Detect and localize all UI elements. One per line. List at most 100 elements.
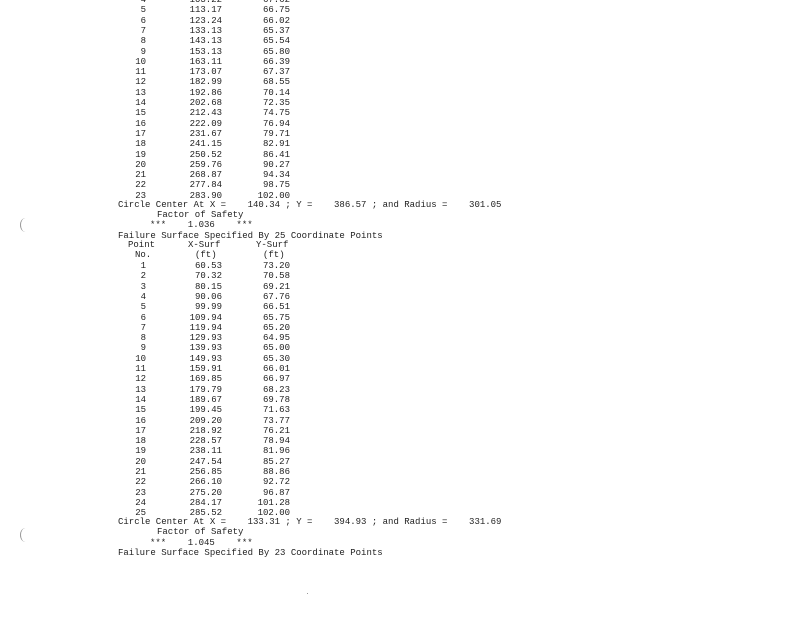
y-surf: 76.94 bbox=[262, 118, 290, 129]
factor-of-safety-value-1: *** 1.036 *** bbox=[150, 220, 253, 230]
y-surf: 101.28 bbox=[257, 497, 290, 508]
x-surf: 222.09 bbox=[189, 118, 222, 129]
x-surf: 163.11 bbox=[189, 56, 222, 67]
x-surf: 284.17 bbox=[189, 497, 222, 508]
x-surf: 199.45 bbox=[189, 405, 222, 416]
y-surf: 96.87 bbox=[262, 487, 290, 498]
y-surf: 79.71 bbox=[262, 128, 290, 139]
y-surf: 66.02 bbox=[262, 15, 290, 26]
x-surf: 153.13 bbox=[189, 46, 222, 57]
y-surf: 65.80 bbox=[262, 46, 290, 57]
x-surf: 256.85 bbox=[189, 467, 222, 477]
header-x-surf: X-Surf bbox=[188, 240, 221, 250]
x-surf: 189.67 bbox=[189, 394, 222, 405]
point-no: 12 bbox=[135, 374, 146, 385]
y-surf: 70.14 bbox=[262, 87, 290, 98]
x-surf: 133.13 bbox=[189, 25, 222, 36]
x-surf: 139.93 bbox=[189, 343, 222, 354]
point-no: 7 bbox=[140, 25, 146, 36]
point-no: 17 bbox=[135, 425, 146, 436]
point-no: 18 bbox=[135, 139, 146, 150]
circle-center-1: Circle Center At X = 140.34 ; Y = 386.57… bbox=[118, 200, 502, 210]
point-no: 8 bbox=[140, 36, 146, 47]
y-surf: 65.20 bbox=[262, 322, 290, 333]
y-surf: 88.86 bbox=[262, 467, 290, 477]
x-surf: 129.93 bbox=[189, 333, 222, 344]
x-surf: 113.17 bbox=[189, 5, 222, 16]
x-surf: 202.68 bbox=[189, 98, 222, 108]
x-surf: 250.52 bbox=[189, 149, 222, 160]
point-no: 6 bbox=[140, 15, 146, 26]
point-no: 20 bbox=[135, 456, 146, 467]
x-surf: 268.87 bbox=[189, 170, 222, 181]
factor-of-safety-label-2: Factor of Safety bbox=[157, 527, 244, 537]
point-no: 21 bbox=[135, 170, 146, 181]
x-surf: 247.54 bbox=[189, 456, 222, 467]
x-surf: 173.07 bbox=[189, 67, 222, 78]
x-surf: 285.52 bbox=[189, 508, 222, 519]
y-surf: 68.55 bbox=[262, 77, 290, 88]
point-no: 13 bbox=[135, 384, 146, 395]
point-no: 21 bbox=[135, 467, 146, 477]
y-surf: 66.97 bbox=[262, 374, 290, 385]
point-no: 7 bbox=[140, 322, 146, 333]
y-surf: 69.78 bbox=[262, 394, 290, 405]
point-no: 12 bbox=[135, 77, 146, 88]
y-surf: 66.51 bbox=[262, 302, 290, 313]
point-no: 14 bbox=[135, 394, 146, 405]
y-surf: 72.35 bbox=[262, 98, 290, 108]
y-surf: 67.76 bbox=[262, 291, 290, 302]
y-surf: 85.27 bbox=[262, 456, 290, 467]
header-y-surf: Y-Surf bbox=[256, 240, 289, 250]
x-surf: 70.32 bbox=[194, 271, 222, 282]
y-surf: 90.27 bbox=[262, 159, 290, 170]
point-no: 3 bbox=[140, 281, 146, 292]
y-surf: 65.30 bbox=[262, 353, 290, 364]
surface-title-3: Failure Surface Specified By 23 Coordina… bbox=[118, 548, 383, 558]
point-no: 23 bbox=[135, 190, 146, 201]
point-no: 8 bbox=[140, 333, 146, 344]
y-surf: 86.41 bbox=[262, 149, 290, 160]
y-surf: 82.91 bbox=[262, 139, 290, 150]
punch-mark bbox=[20, 218, 31, 232]
y-surf: 98.75 bbox=[262, 180, 290, 191]
y-surf: 65.54 bbox=[262, 36, 290, 47]
y-surf: 68.23 bbox=[262, 384, 290, 395]
factor-of-safety-value-2: *** 1.045 *** bbox=[150, 538, 253, 548]
point-no: 10 bbox=[135, 353, 146, 364]
x-surf: 119.94 bbox=[189, 322, 222, 333]
x-surf: 228.57 bbox=[189, 436, 222, 447]
y-surf: 92.72 bbox=[262, 477, 290, 488]
point-no: 15 bbox=[135, 405, 146, 416]
y-surf: 69.21 bbox=[262, 281, 290, 292]
x-surf: 277.84 bbox=[189, 180, 222, 191]
x-surf: 266.10 bbox=[189, 477, 222, 488]
point-no: 6 bbox=[140, 312, 146, 323]
point-no: 14 bbox=[135, 98, 146, 108]
point-no: 19 bbox=[135, 149, 146, 160]
x-surf: 218.92 bbox=[189, 425, 222, 436]
x-surf: 182.99 bbox=[189, 77, 222, 88]
y-surf: 102.00 bbox=[257, 508, 290, 519]
point-no: 13 bbox=[135, 87, 146, 98]
y-surf: 66.01 bbox=[262, 364, 290, 374]
y-surf: 65.75 bbox=[262, 312, 290, 323]
point-no: 19 bbox=[135, 446, 146, 457]
y-surf: 70.58 bbox=[262, 271, 290, 282]
x-surf: 143.13 bbox=[189, 36, 222, 47]
point-no: 22 bbox=[135, 180, 146, 191]
x-surf: 192.86 bbox=[189, 87, 222, 98]
y-surf: 94.34 bbox=[262, 170, 290, 181]
point-no: 9 bbox=[140, 343, 146, 354]
x-surf: 212.43 bbox=[189, 108, 222, 119]
x-surf: 238.11 bbox=[189, 446, 222, 457]
y-surf: 71.63 bbox=[262, 405, 290, 416]
y-surf: 67.37 bbox=[262, 67, 290, 78]
x-surf: 90.06 bbox=[194, 291, 222, 302]
point-no: 16 bbox=[135, 415, 146, 426]
point-no: 11 bbox=[135, 67, 146, 78]
y-surf: 74.75 bbox=[262, 108, 290, 119]
y-surf: 64.95 bbox=[262, 333, 290, 344]
y-surf: 78.94 bbox=[262, 436, 290, 447]
x-surf: 123.24 bbox=[189, 15, 222, 26]
